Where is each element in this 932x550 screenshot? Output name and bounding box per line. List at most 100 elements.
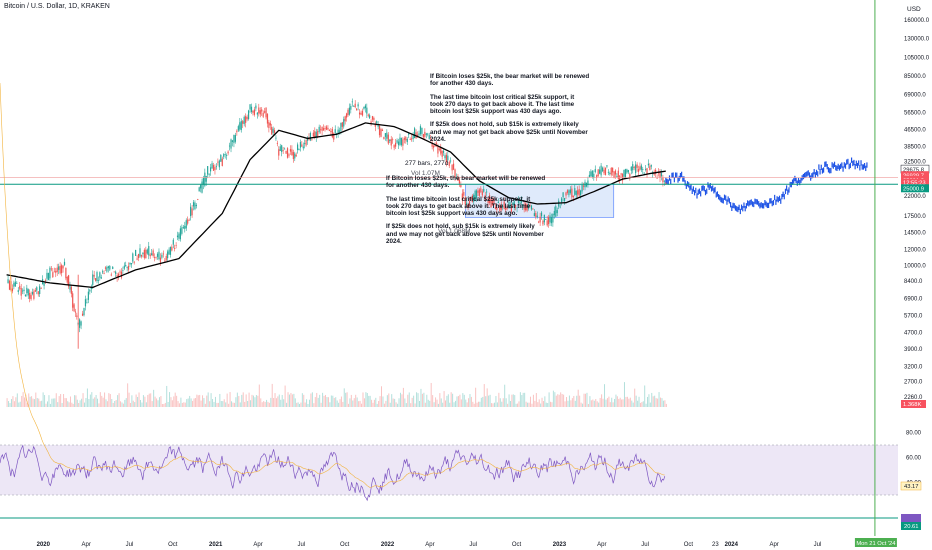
candle-body: [473, 194, 475, 202]
annotation-top: If Bitcoin loses $25k, the bear market w…: [430, 73, 589, 149]
candle-body: [610, 167, 612, 175]
volume-bar: [293, 393, 295, 407]
price-badge-text: 29675.8: [903, 167, 924, 173]
candle-body: [123, 265, 125, 269]
volume-bar: [535, 393, 537, 407]
volume-bar: [491, 403, 493, 407]
candle-body: [614, 170, 617, 175]
candle-body: [660, 173, 663, 177]
volume-bar: [389, 402, 391, 407]
candle-body: [486, 191, 488, 193]
candle-body: [649, 166, 651, 171]
candle-body: [447, 155, 449, 161]
candle-body: [452, 163, 455, 170]
candle-body: [192, 202, 195, 207]
volume-bar: [163, 403, 165, 407]
volume-bar: [274, 393, 276, 407]
candle-body: [266, 114, 269, 124]
candle-body: [545, 219, 547, 220]
range-volume-label: Vol 1.07M: [411, 170, 440, 177]
candle-body: [371, 116, 374, 120]
candle-body: [239, 122, 241, 130]
rsi-low-badge-green: [901, 522, 921, 530]
candle-body: [299, 142, 302, 148]
candle-body: [194, 202, 196, 210]
volume-bar: [625, 396, 627, 407]
candle-body: [360, 112, 362, 115]
candle-body: [181, 227, 183, 234]
volume-bar: [452, 393, 454, 407]
candle-body: [178, 233, 180, 239]
volume-bar: [8, 401, 10, 407]
volume-bar: [475, 387, 477, 407]
candle-body: [381, 129, 384, 131]
candle-body: [566, 190, 569, 193]
volume-bar: [57, 402, 59, 407]
volume-bar: [271, 383, 273, 407]
volume-bar: [260, 398, 262, 407]
candle-body: [620, 173, 622, 175]
volume-bar: [287, 392, 289, 407]
candle-body: [328, 129, 330, 131]
volume-bar: [184, 402, 186, 407]
volume-bar: [359, 400, 361, 407]
candle-body: [182, 226, 184, 228]
volume-bar: [407, 394, 409, 407]
candle-body: [284, 148, 286, 150]
candle-body: [510, 205, 512, 212]
volume-bar: [242, 392, 244, 407]
volume-bar: [281, 394, 283, 407]
candle-body: [327, 127, 329, 130]
volume-bar: [171, 400, 173, 407]
candle-body: [353, 105, 355, 107]
candle-body: [406, 138, 408, 143]
volume-bar: [629, 397, 631, 407]
candle-body: [356, 108, 358, 111]
candle-body: [491, 199, 494, 206]
candle-body: [470, 197, 472, 199]
volume-bar: [587, 403, 589, 407]
volume-bar: [194, 398, 196, 407]
candle-body: [389, 139, 391, 142]
volume-bar: [605, 399, 607, 407]
candle-body: [415, 132, 417, 139]
cursor-date-text: Mon 21 Oct '24: [856, 541, 896, 547]
candle-body: [83, 308, 85, 316]
candle-body: [230, 139, 232, 149]
volume-bar: [658, 392, 660, 407]
volume-bar: [615, 394, 617, 407]
candle-body: [361, 110, 364, 116]
candle-body: [543, 214, 545, 223]
rsi-low-badge-text: 20.61: [904, 524, 919, 530]
candle-body: [278, 149, 280, 156]
candle-body: [249, 104, 251, 110]
volume-bar: [507, 403, 509, 407]
volume-bar: [566, 397, 568, 407]
volume-bar: [183, 402, 185, 407]
range-volume-label-2: Vol 1.068M: [438, 228, 471, 235]
candle-body: [200, 185, 202, 189]
volume-bar: [284, 385, 286, 407]
volume-bar: [288, 394, 290, 407]
candle-body: [442, 150, 445, 153]
candle-body: [50, 268, 52, 270]
volume-bar: [661, 398, 663, 407]
volume-bar: [144, 396, 146, 407]
volume-bar: [336, 400, 338, 407]
candle-body: [525, 203, 527, 211]
volume-bar: [79, 400, 81, 407]
candle-body: [529, 205, 531, 207]
candle-body: [384, 133, 386, 137]
volume-bar: [254, 397, 256, 407]
volume-bar: [349, 398, 351, 407]
volume-bar: [248, 392, 250, 407]
candle-body: [621, 174, 624, 181]
volume-bar: [67, 401, 69, 407]
volume-bar: [196, 394, 198, 407]
candle-body: [14, 281, 16, 287]
volume-bar: [160, 396, 162, 407]
volume-bar: [180, 397, 182, 407]
volume-bar: [550, 401, 552, 407]
candle-body: [613, 171, 615, 179]
candle-body: [341, 122, 343, 127]
